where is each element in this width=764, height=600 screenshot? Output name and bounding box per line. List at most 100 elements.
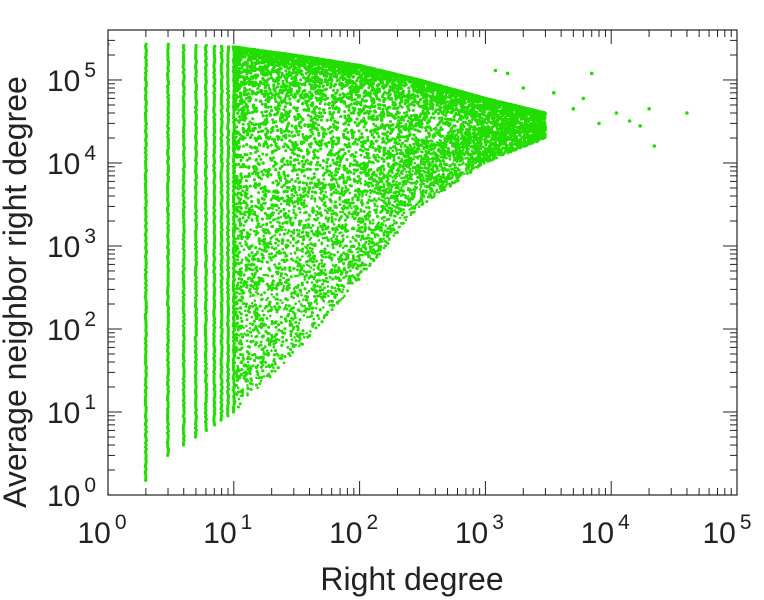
data-point	[193, 435, 197, 439]
data-point	[288, 134, 291, 138]
data-point	[310, 247, 314, 251]
data-point	[249, 151, 253, 155]
data-point	[204, 395, 208, 399]
data-point	[203, 243, 208, 247]
data-point	[307, 217, 311, 221]
data-point	[271, 118, 275, 122]
data-point	[315, 259, 319, 263]
data-point	[144, 352, 148, 356]
data-point	[194, 340, 198, 344]
data-point	[213, 77, 217, 81]
data-point	[166, 60, 171, 64]
data-point	[273, 362, 277, 366]
data-point	[405, 139, 409, 143]
data-point	[166, 168, 170, 172]
data-point	[166, 402, 170, 407]
data-point	[144, 184, 148, 188]
data-point	[315, 294, 319, 298]
data-points	[108, 42, 689, 495]
data-point	[193, 269, 197, 273]
data-point	[349, 162, 352, 166]
data-point	[182, 419, 186, 423]
data-point	[203, 132, 207, 136]
data-point	[212, 124, 217, 128]
data-point	[241, 122, 245, 126]
data-point	[354, 151, 358, 154]
data-point	[251, 117, 255, 121]
data-point	[233, 240, 237, 244]
data-point	[241, 144, 245, 148]
data-point	[236, 111, 240, 115]
data-point	[166, 400, 170, 404]
data-point	[289, 275, 293, 279]
data-point	[241, 291, 244, 295]
data-point	[276, 82, 280, 86]
data-point	[300, 159, 304, 163]
data-point	[247, 111, 251, 115]
data-point	[144, 164, 148, 168]
data-point	[392, 191, 396, 195]
data-point	[263, 185, 267, 189]
data-point	[282, 199, 286, 203]
data-point	[204, 194, 208, 198]
data-point	[343, 110, 347, 114]
data-point	[166, 51, 170, 55]
data-point	[294, 320, 298, 324]
data-point	[279, 315, 283, 319]
data-point	[274, 325, 278, 329]
data-point	[318, 107, 322, 111]
data-point	[181, 355, 186, 359]
data-point	[165, 380, 170, 384]
data-point	[194, 150, 198, 154]
data-point	[314, 326, 318, 330]
data-point	[368, 262, 372, 266]
data-point	[204, 428, 208, 432]
data-point	[387, 217, 391, 221]
data-point	[363, 155, 367, 159]
data-point	[182, 110, 186, 114]
data-point	[261, 190, 265, 194]
data-point	[212, 122, 217, 126]
data-point	[316, 167, 319, 171]
data-point	[182, 253, 186, 257]
data-point	[319, 292, 323, 296]
data-point	[366, 217, 370, 221]
data-point	[362, 116, 366, 120]
data-point	[181, 425, 185, 429]
data-point	[233, 361, 237, 365]
data-point	[203, 83, 208, 87]
data-point	[343, 129, 346, 133]
data-point	[257, 154, 261, 158]
data-point	[456, 120, 459, 123]
data-point	[331, 123, 335, 126]
data-point	[194, 165, 198, 169]
data-point	[429, 116, 433, 120]
data-point	[182, 103, 186, 107]
data-point	[244, 304, 248, 308]
data-point	[203, 329, 208, 333]
data-point	[376, 103, 380, 107]
data-point	[328, 164, 332, 168]
data-point	[231, 410, 236, 414]
data-point	[212, 226, 216, 230]
data-point	[194, 46, 198, 50]
data-point	[389, 120, 392, 123]
data-point	[291, 350, 294, 354]
data-point	[194, 145, 198, 149]
data-point	[166, 159, 170, 163]
data-point	[182, 273, 186, 277]
data-point	[262, 313, 266, 317]
data-point	[143, 399, 147, 403]
data-point	[346, 289, 350, 293]
data-point	[259, 157, 263, 161]
data-point	[143, 401, 147, 405]
data-point	[181, 79, 185, 83]
data-point	[194, 417, 198, 421]
data-point	[257, 191, 261, 195]
data-point	[403, 111, 406, 115]
data-point	[273, 263, 277, 267]
data-point	[203, 262, 208, 267]
data-point	[325, 276, 328, 280]
data-point	[238, 402, 242, 406]
data-point	[144, 301, 148, 305]
